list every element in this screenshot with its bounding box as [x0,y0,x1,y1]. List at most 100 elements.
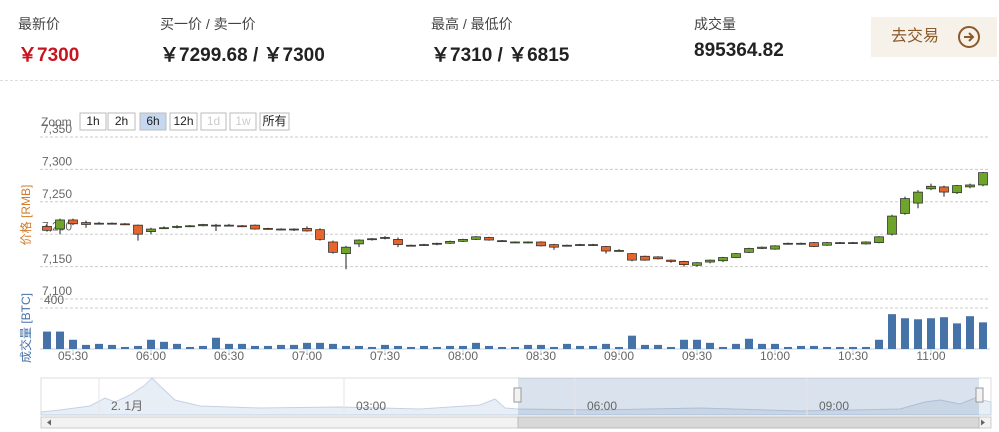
candle-body [900,198,910,214]
volume-bar [914,319,922,349]
stat-value: 895364.82 [694,40,784,61]
volume-bar [173,343,181,349]
y-tick-label: 7,150 [42,252,72,266]
volume-bar [602,343,610,349]
stat-value: ￥7310 / ￥6815 [431,45,570,66]
y-axis-title: 价格 [RMB] [18,185,33,246]
navigator-handle[interactable] [975,387,984,403]
volume-bar [381,344,389,349]
candle-body [198,224,208,227]
candle-body [783,242,793,245]
stat: 成交量 895364.82 [694,14,784,62]
candle-body [497,240,507,243]
candle-body [640,255,650,261]
zoom-button[interactable] [107,112,136,131]
candle-body [627,253,637,261]
navigator-handle[interactable] [513,387,522,403]
zoom-button[interactable] [169,112,198,131]
candle-body [679,261,689,266]
volume-bar [303,342,311,349]
volume-bar [836,346,844,349]
candle-body [562,244,572,247]
scrollbar-thumb[interactable] [517,416,980,429]
volume-bar [420,345,428,349]
volume-bar [667,346,675,349]
x-tick-label: 07:30 [370,349,400,363]
stat-value: ￥7299.68 / ￥7300 [160,45,325,66]
volume-bar [459,345,467,349]
candle-body [354,239,364,245]
stat-value: ￥7300 [18,45,80,66]
volume-bar [953,323,961,349]
candle-body [848,242,858,244]
volume-bar [316,342,324,349]
navigator-label: 03:00 [356,399,386,413]
zoom-button[interactable] [139,112,167,131]
zoom-button[interactable] [259,112,290,131]
volume-bar [56,331,64,349]
volume-bar [212,337,220,349]
candle-body [484,237,494,241]
candle-body [367,238,377,241]
x-tick-label: 05:30 [58,349,88,363]
candle-body [341,246,351,254]
stat: 最高 / 最低价 ￥7310 / ￥6815 [431,14,569,67]
candle-body [224,224,234,227]
volume-bar [251,345,259,349]
volume-bar [719,346,727,349]
volume-bar [407,346,415,349]
candle-body [549,244,559,248]
candle-body [120,223,130,226]
volume-bar [797,345,805,349]
x-tick-label: 11:00 [916,349,945,363]
volume-bar [472,342,480,349]
volume-bar [576,345,584,349]
zoom-button [229,112,257,131]
navigator-series [40,377,992,416]
candle-body [276,228,286,231]
candle-body [185,225,195,228]
candle-body [926,185,936,190]
volume-bar [433,346,441,349]
volume-bar [758,343,766,349]
candle-body [289,228,299,231]
candle-body [601,246,611,252]
candle-body [653,256,663,260]
candle-body [692,262,702,266]
volume-bar [368,346,376,349]
candle-body [861,241,871,245]
candle-body [445,240,455,244]
candle-body [315,229,325,240]
candle-body [263,228,273,230]
volume-bar [160,341,168,349]
candle-body [536,241,546,247]
zoom-button-label: 1h [86,114,99,128]
zoom-button-label: 12h [173,114,193,128]
volume-bar [186,346,194,349]
stat-label: 成交量 [694,16,736,32]
zoom-button[interactable] [79,112,107,131]
candle-body [978,172,988,186]
arrow-icon [958,26,980,48]
volume-bar [888,314,896,349]
volume-bar [940,317,948,349]
candle-body [874,236,884,243]
candle-body [302,228,312,232]
y-tick-label: 7,250 [42,187,72,201]
volume-bar [355,345,363,349]
volume-bar [394,345,402,349]
candle-body [718,257,728,262]
zoom-button [200,112,227,131]
volume-bar [277,344,285,349]
x-tick-label: 09:00 [604,349,634,363]
scrollbar[interactable] [40,416,992,429]
stat: 买一价 / 卖一价 ￥7299.68 / ￥7300 [160,14,325,67]
divider [0,80,999,81]
volume-bar [342,345,350,349]
candle-body [614,250,624,252]
x-tick-label: 10:00 [760,349,790,363]
candle-body [757,246,767,249]
zoom-label: Zoom [41,115,72,129]
stat-label: 买一价 / 卖一价 [160,16,256,32]
trade-button[interactable]: 去交易 [871,17,997,57]
